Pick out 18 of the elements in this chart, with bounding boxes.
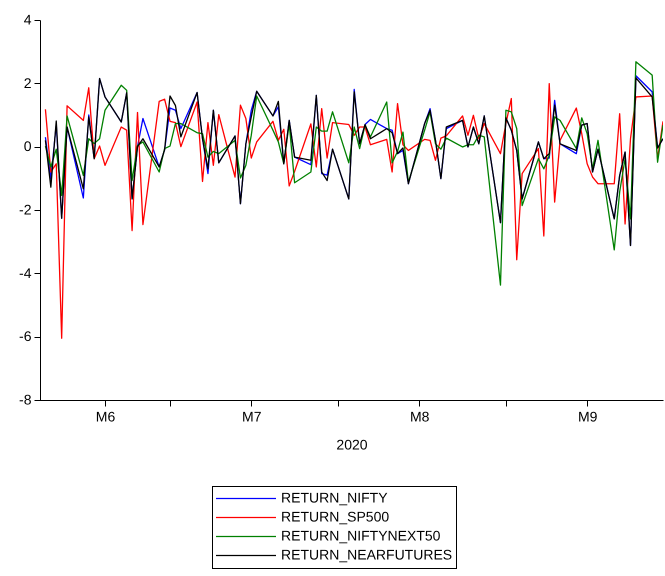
x-tick-label: M8 xyxy=(410,408,430,424)
legend-label: RETURN_SP500 xyxy=(281,508,390,524)
y-tick-label: -4 xyxy=(19,264,32,281)
line-series xyxy=(44,61,663,286)
y-tick-label: -8 xyxy=(19,392,32,408)
x-axis-title: 2020 xyxy=(336,436,368,452)
y-tick-label: 4 xyxy=(24,12,32,28)
x-tick-label: M7 xyxy=(242,408,262,424)
legend-label: RETURN_NEARFUTURES xyxy=(281,546,452,562)
line-series xyxy=(44,83,663,339)
y-tick-label: -2 xyxy=(19,202,32,218)
x-tick-label: M9 xyxy=(578,408,598,424)
y-tick-label: -6 xyxy=(19,328,32,344)
legend-label: RETURN_NIFTYNEXT50 xyxy=(281,528,441,544)
legend-label: RETURN_NIFTY xyxy=(281,490,388,506)
x-tick-label: M6 xyxy=(96,408,116,424)
y-tick-label: 2 xyxy=(24,74,32,91)
y-tick-label: 0 xyxy=(24,138,32,154)
